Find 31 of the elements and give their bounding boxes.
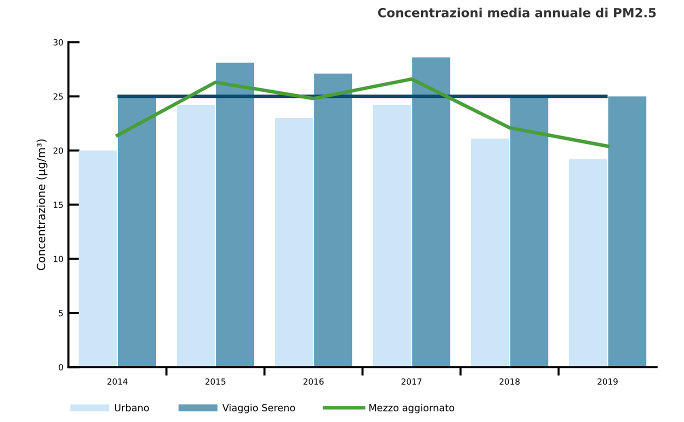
y-axis-title: Concentrazione (μg/m³): [36, 139, 48, 270]
x-tick-label: 2016: [304, 378, 324, 385]
bar: [510, 96, 548, 368]
bar: [118, 96, 156, 368]
chart-title: Concentrazioni media annuale di PM2.5: [378, 8, 656, 18]
legend-label: Viaggio Sereno: [222, 404, 295, 414]
bar: [608, 96, 646, 368]
x-tick-label: 2014: [107, 378, 128, 385]
y-tick-label: 10: [54, 256, 63, 262]
x-tick-label: 2018: [500, 378, 520, 385]
x-tick-label: 2019: [598, 378, 618, 385]
legend-label: Mezzo aggiornato: [369, 404, 454, 414]
y-tick-label: 5: [58, 310, 63, 316]
bar: [314, 74, 352, 368]
y-tick-label: 15: [54, 202, 63, 208]
bar: [176, 105, 215, 368]
y-tick-label: 25: [54, 93, 63, 100]
legend-label: Urbano: [114, 404, 149, 412]
bar: [216, 62, 254, 368]
x-tick-label: 2015: [205, 378, 226, 385]
y-tick-label: 30: [54, 39, 63, 46]
y-tick-label: 0: [58, 364, 63, 370]
x-tick-label: 2017: [402, 378, 422, 385]
line-series: [116, 77, 610, 148]
bar: [372, 105, 411, 368]
bar: [274, 118, 313, 368]
bar: [568, 159, 608, 368]
bar: [470, 138, 509, 368]
bar: [78, 150, 117, 368]
y-tick-label: 20: [54, 147, 63, 154]
bar: [412, 57, 450, 368]
